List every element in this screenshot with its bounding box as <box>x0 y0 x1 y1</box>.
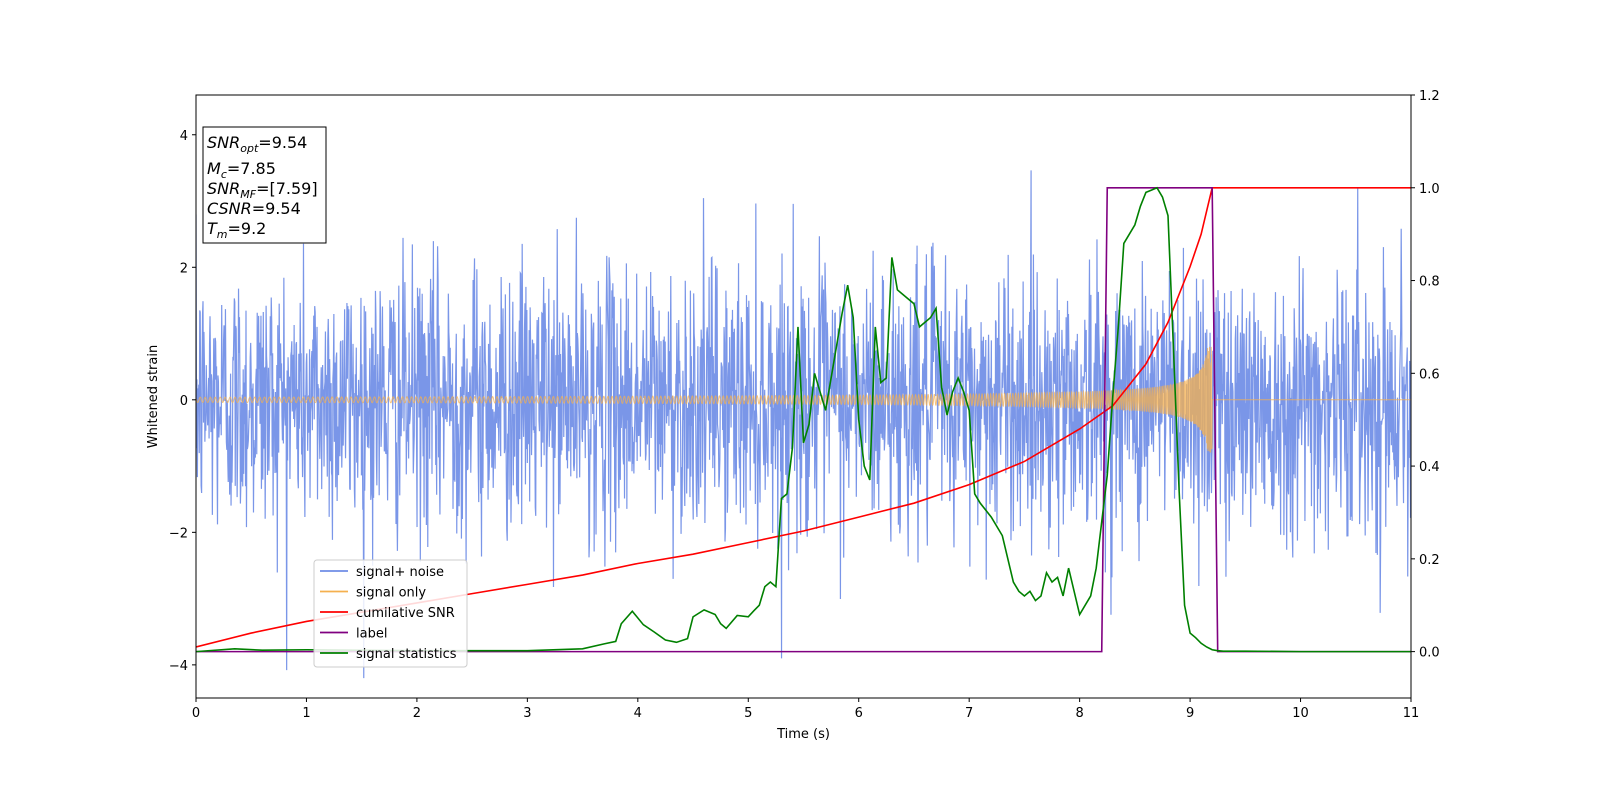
info-snr-opt: SNRopt=9.54 <box>207 133 307 155</box>
x-tick-label: 8 <box>1075 706 1083 721</box>
info-snr-mf: SNRMF=[7.59] <box>207 179 318 201</box>
info-box: SNRopt=9.54 Mc=7.85 SNRMF=[7.59] CSNR=9.… <box>202 126 327 244</box>
x-axis: 0 1 2 3 4 5 6 7 8 9 10 11 <box>192 698 1419 721</box>
legend-label: cumilative SNR <box>356 606 455 621</box>
x-tick-label: 2 <box>413 706 421 721</box>
info-tm: Tm=9.2 <box>207 219 266 241</box>
x-tick-label: 0 <box>192 706 200 721</box>
x-tick-label: 7 <box>965 706 973 721</box>
x-tick-label: 1 <box>302 706 310 721</box>
signal-statistics-line <box>196 186 1411 653</box>
legend: signal+ noise signal only cumilative SNR la… <box>313 559 468 668</box>
y-axis-right: 0.0 0.2 0.4 0.6 0.8 1.0 1.2 <box>1411 89 1440 661</box>
info-box-frame <box>202 126 327 244</box>
y2-tick-label: 0.4 <box>1419 460 1440 475</box>
legend-label: signal statistics <box>356 647 457 662</box>
y-tick-label: 2 <box>180 261 188 276</box>
x-tick-label: 10 <box>1292 706 1309 721</box>
y-axis-left: −4 −2 0 2 4 <box>169 129 196 674</box>
y2-tick-label: 0.8 <box>1419 275 1440 290</box>
y2-tick-label: 1.2 <box>1419 89 1440 104</box>
legend-label: signal only <box>356 586 426 601</box>
y2-tick-label: 1.0 <box>1419 182 1440 197</box>
x-tick-label: 11 <box>1403 706 1420 721</box>
y-tick-label: 4 <box>180 129 188 144</box>
info-mc: Mc=7.85 <box>207 159 276 181</box>
plot-frame <box>195 94 1412 699</box>
y2-tick-label: 0.0 <box>1419 646 1440 661</box>
y2-tick-label: 0.2 <box>1419 553 1440 568</box>
y-axis-label: Whitened strain <box>146 345 161 448</box>
signal-only-series <box>196 346 1411 453</box>
y2-tick-label: 0.6 <box>1419 367 1440 382</box>
info-csnr: CSNR=9.54 <box>207 199 301 218</box>
y-tick-label: −2 <box>169 526 188 541</box>
y-tick-label: −4 <box>169 659 188 674</box>
x-tick-label: 6 <box>855 706 863 721</box>
x-tick-label: 4 <box>634 706 642 721</box>
x-axis-label: Time (s) <box>776 727 830 742</box>
x-tick-label: 3 <box>523 706 531 721</box>
x-tick-label: 9 <box>1186 706 1194 721</box>
signal-only-line <box>196 346 1411 453</box>
legend-label: signal+ noise <box>356 565 444 580</box>
y-tick-label: 0 <box>180 394 188 409</box>
legend-label: label <box>356 627 387 642</box>
x-tick-label: 5 <box>744 706 752 721</box>
legend-frame <box>313 559 468 668</box>
